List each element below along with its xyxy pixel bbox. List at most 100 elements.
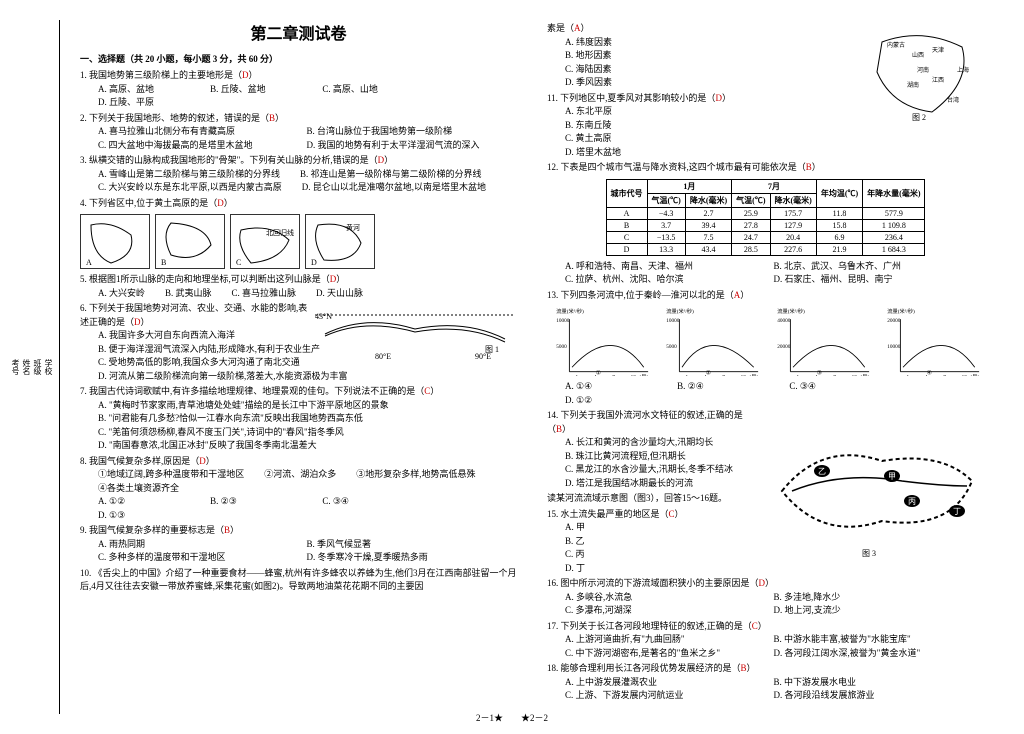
question: 5. 根据图1所示山脉的走向和地理坐标,可以判断出这列山脉是（D）A. 大兴安岭… bbox=[80, 273, 517, 300]
page-footer: 2－1★ ★2－2 bbox=[476, 711, 548, 724]
table-subheader: 降水(毫米) bbox=[685, 193, 731, 207]
question: 8. 我国气候复杂多样,原因是（D）①地域辽阔,跨多种温度带和干湿地区②河流、湖… bbox=[80, 455, 517, 523]
table-row: A−4.32.725.9175.711.8577.9 bbox=[606, 207, 925, 219]
province-maps-row: A B C 北回归线 D 黄河 bbox=[80, 214, 517, 269]
svg-text:5000: 5000 bbox=[667, 344, 678, 350]
svg-text:图 2: 图 2 bbox=[912, 113, 926, 122]
svg-text:80°E: 80°E bbox=[375, 352, 391, 361]
svg-text:7: 7 bbox=[944, 375, 947, 376]
flow-chart-4: 流量(米³/秒)200001000014710(月)④ bbox=[881, 306, 981, 376]
svg-text:山西: 山西 bbox=[912, 51, 924, 59]
table-row: B3.739.427.8127.915.81 109.8 bbox=[606, 219, 925, 231]
svg-text:(月): (月) bbox=[750, 374, 759, 376]
river-basin-figure: 乙 甲 丙 丁 图 3 bbox=[762, 411, 982, 561]
svg-text:7: 7 bbox=[833, 375, 836, 376]
flow-chart-3: 流量(米³/秒)400002000014710(月)③ bbox=[771, 306, 871, 376]
svg-text:40000: 40000 bbox=[777, 318, 791, 324]
sidebar-label: 考号 bbox=[10, 359, 21, 375]
svg-text:乙: 乙 bbox=[818, 467, 826, 476]
table-header: 1月 bbox=[647, 179, 732, 193]
svg-text:D: D bbox=[311, 258, 317, 267]
question: 9. 我国气候复杂多样的重要标志是（B）A. 雨热同期B. 季风气候显著C. 多… bbox=[80, 524, 517, 565]
question: 17. 下列关于长江各河段地理特征的叙述,正确的是（C）A. 上游河道曲折,有"… bbox=[547, 620, 984, 661]
table-header: 7月 bbox=[732, 179, 817, 193]
svg-text:10: 10 bbox=[962, 375, 968, 376]
china-map-figure: 内蒙古 山西 天津 河南 上海 湖南 江西 台湾 图 2 bbox=[862, 22, 982, 122]
table-header: 年均温(℃) bbox=[816, 179, 862, 207]
svg-text:A: A bbox=[86, 258, 92, 267]
svg-text:北回归线: 北回归线 bbox=[266, 228, 294, 237]
svg-text:黄河: 黄河 bbox=[346, 223, 360, 232]
svg-text:20000: 20000 bbox=[777, 344, 791, 350]
svg-text:10000: 10000 bbox=[556, 318, 570, 324]
svg-text:10: 10 bbox=[741, 375, 747, 376]
svg-text:10: 10 bbox=[630, 375, 636, 376]
question: 12. 下表是四个城市气温与降水资料,这四个城市最有可能依次是（B） bbox=[547, 161, 984, 175]
flow-chart-1: 流量(米³/秒)10000500014710(月)① bbox=[550, 306, 650, 376]
question: 3. 纵横交错的山脉构成我国地形的"骨架"。下列有关山脉的分析,错误的是（D）A… bbox=[80, 154, 517, 195]
svg-text:上海: 上海 bbox=[957, 66, 969, 74]
svg-text:丙: 丙 bbox=[908, 497, 916, 506]
svg-text:10: 10 bbox=[851, 375, 857, 376]
question: 4. 下列省区中,位于黄土高原的是（D） bbox=[80, 197, 517, 211]
svg-text:10000: 10000 bbox=[667, 318, 681, 324]
svg-text:江西: 江西 bbox=[932, 77, 944, 84]
province-map-c: C 北回归线 bbox=[230, 214, 300, 269]
svg-text:③: ③ bbox=[816, 369, 821, 376]
svg-text:流量(米³/秒): 流量(米³/秒) bbox=[667, 307, 695, 315]
svg-text:1: 1 bbox=[686, 375, 689, 376]
svg-text:10000: 10000 bbox=[888, 344, 902, 350]
mountain-figure: 43°N 80°E 90°E 图 1 bbox=[315, 304, 515, 364]
svg-text:①: ① bbox=[595, 369, 600, 376]
svg-text:1: 1 bbox=[575, 375, 578, 376]
question: A. 呼和浩特、南昌、天津、福州B. 北京、武汉、乌鲁木齐、广州C. 拉萨、杭州… bbox=[547, 260, 984, 287]
table-header: 城市代号 bbox=[606, 179, 647, 207]
svg-text:(月): (月) bbox=[971, 374, 980, 376]
svg-text:C: C bbox=[236, 258, 241, 267]
table-subheader: 降水(毫米) bbox=[770, 193, 816, 207]
svg-text:20000: 20000 bbox=[888, 318, 902, 324]
svg-text:②: ② bbox=[706, 369, 711, 376]
svg-text:甲: 甲 bbox=[888, 472, 896, 481]
svg-text:7: 7 bbox=[612, 375, 615, 376]
table-row: C−13.57.524.720.46.9236.4 bbox=[606, 231, 925, 243]
svg-text:(月): (月) bbox=[639, 374, 648, 376]
table-subheader: 气温(℃) bbox=[647, 193, 685, 207]
page-title: 第二章测试卷 bbox=[80, 20, 517, 44]
binding-sidebar: 学校 班级 姓名 考号 bbox=[30, 20, 60, 714]
question: 1. 我国地势第三级阶梯上的主要地形是（D）A. 高原、盆地B. 丘陵、盆地C.… bbox=[80, 69, 517, 110]
province-map-b: B bbox=[155, 214, 225, 269]
province-map-d: D 黄河 bbox=[305, 214, 375, 269]
question: 2. 下列关于我国地形、地势的叙述，错误的是（B）A. 喜马拉雅山北侧分布有青藏… bbox=[80, 112, 517, 153]
svg-text:图 1: 图 1 bbox=[485, 345, 499, 354]
svg-text:丁: 丁 bbox=[953, 507, 961, 516]
climate-data-table: 城市代号 1月 7月 年均温(℃) 年降水量(毫米) 气温(℃) 降水(毫米) … bbox=[606, 179, 926, 256]
svg-text:7: 7 bbox=[723, 375, 726, 376]
svg-text:河南: 河南 bbox=[917, 66, 929, 74]
svg-text:流量(米³/秒): 流量(米³/秒) bbox=[556, 307, 584, 315]
question: 10. 《舌尖上的中国》介绍了一种重要食材——蜂蜜,杭州有许多蜂农以养蜂为生,他… bbox=[80, 567, 517, 594]
svg-text:1: 1 bbox=[907, 375, 910, 376]
svg-text:天津: 天津 bbox=[932, 47, 944, 54]
svg-text:湖南: 湖南 bbox=[907, 81, 919, 89]
question: A. ①④B. ②④C. ③④D. ①② bbox=[547, 380, 984, 407]
svg-text:1: 1 bbox=[796, 375, 799, 376]
question: 7. 我国古代诗词歌赋中,有许多描绘地理规律、地理景观的佳句。下列说法不正确的是… bbox=[80, 385, 517, 453]
svg-text:43°N: 43°N bbox=[315, 312, 332, 321]
flow-chart-2: 流量(米³/秒)10000500014710(月)② bbox=[660, 306, 760, 376]
left-column: 第二章测试卷 一、选择题（共 20 小题，每小题 3 分，共 60 分） 1. … bbox=[70, 20, 527, 714]
question: 16. 图中所示河流的下游流域面积狭小的主要原因是（D）A. 多峡谷,水流急B.… bbox=[547, 577, 984, 618]
sidebar-label: 学校 bbox=[43, 359, 54, 375]
sidebar-label: 姓名 bbox=[21, 359, 32, 375]
province-map-a: A bbox=[80, 214, 150, 269]
question: 18. 能够合理利用长江各河段优势发展经济的是（B）A. 上中游发展灌溉农业B.… bbox=[547, 662, 984, 703]
sidebar-label: 班级 bbox=[32, 359, 43, 375]
section-header: 一、选择题（共 20 小题，每小题 3 分，共 60 分） bbox=[80, 52, 517, 65]
svg-text:图 3: 图 3 bbox=[862, 549, 876, 558]
right-column: 内蒙古 山西 天津 河南 上海 湖南 江西 台湾 图 2 素是（A）A. 纬度因… bbox=[537, 20, 994, 714]
svg-text:④: ④ bbox=[927, 369, 932, 376]
svg-text:流量(米³/秒): 流量(米³/秒) bbox=[777, 307, 805, 315]
table-header: 年降水量(毫米) bbox=[863, 179, 925, 207]
svg-text:5000: 5000 bbox=[556, 344, 567, 350]
svg-text:B: B bbox=[161, 258, 166, 267]
